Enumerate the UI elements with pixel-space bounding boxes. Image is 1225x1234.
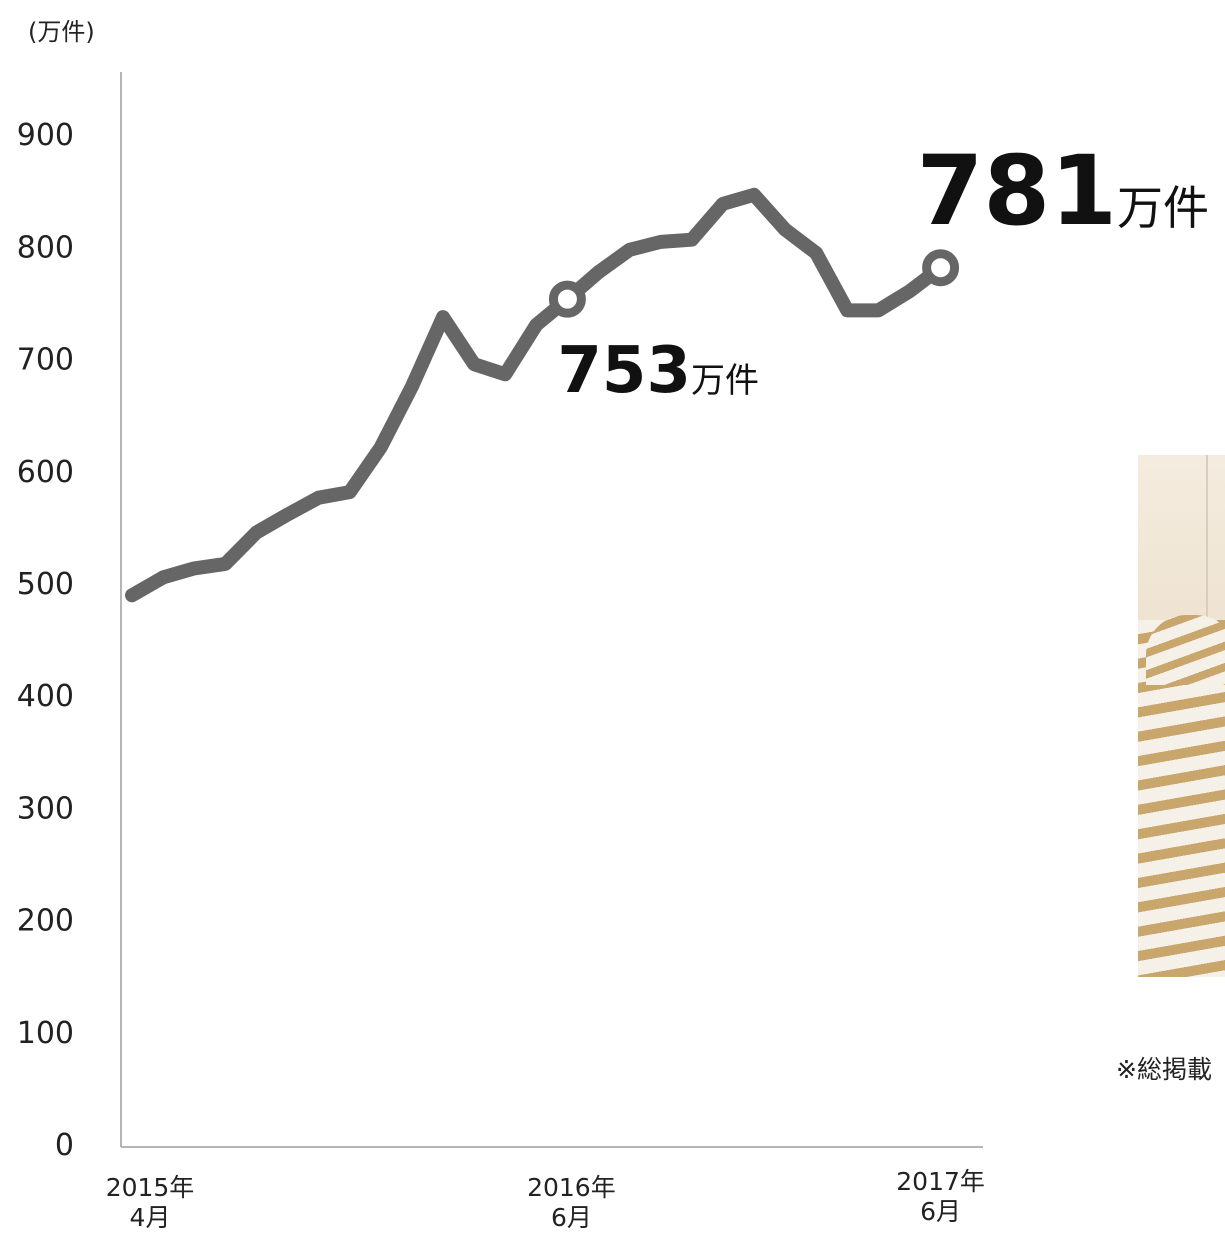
decorative-photo bbox=[1138, 455, 1225, 977]
x-tick-label-month: 6月 bbox=[920, 1197, 961, 1226]
y-tick-label: 800 bbox=[17, 230, 74, 265]
callout-value: 781 bbox=[916, 134, 1117, 247]
highlight-point-marker bbox=[922, 249, 960, 287]
y-tick-label: 600 bbox=[17, 455, 74, 490]
y-tick-label: 900 bbox=[17, 118, 74, 153]
callout-value: 753 bbox=[557, 334, 691, 409]
y-tick-label: 100 bbox=[17, 1016, 74, 1051]
footnote: ※総掲載 bbox=[1116, 1055, 1212, 1084]
callout-unit: 万件 bbox=[1116, 180, 1209, 235]
highlight-markers bbox=[548, 249, 960, 318]
y-tick-label: 500 bbox=[17, 567, 74, 602]
callout-753: 753万件 bbox=[557, 339, 759, 403]
x-tick-label-month: 4月 bbox=[130, 1203, 171, 1232]
highlight-point-marker bbox=[548, 280, 586, 318]
y-tick-label: 200 bbox=[17, 904, 74, 939]
x-tick-label-month: 6月 bbox=[551, 1203, 592, 1232]
y-axis-ticks: 0 100 200 300 400 500 600 700 800 900 bbox=[17, 118, 74, 1163]
callout-781: 781万件 bbox=[917, 143, 1209, 239]
callout-unit: 万件 bbox=[690, 361, 759, 402]
y-axis-unit-label: (万件) bbox=[28, 18, 95, 46]
x-tick-label-year: 2016年 bbox=[527, 1173, 616, 1202]
y-tick-label: 0 bbox=[55, 1128, 74, 1163]
series-line bbox=[125, 187, 948, 603]
y-tick-label: 400 bbox=[17, 679, 74, 714]
y-tick-label: 700 bbox=[17, 343, 74, 378]
x-tick-label-year: 2017年 bbox=[896, 1167, 985, 1196]
y-tick-label: 300 bbox=[17, 791, 74, 826]
x-tick-label-year: 2015年 bbox=[106, 1173, 195, 1202]
